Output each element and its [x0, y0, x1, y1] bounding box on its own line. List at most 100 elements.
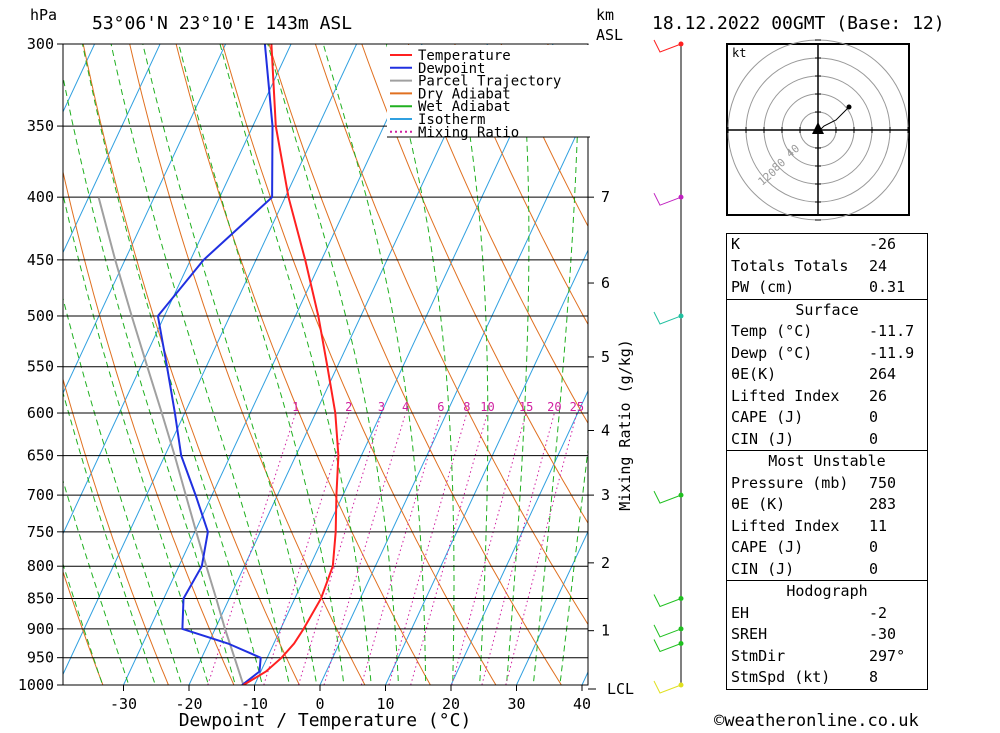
- isotherm-line: [384, 249, 588, 685]
- km-tick-label: 2: [601, 554, 610, 572]
- legend-label: Mixing Ratio: [418, 125, 519, 141]
- wet-adiabat-line: [267, 44, 400, 685]
- surface-title: Surface: [795, 300, 859, 319]
- stat-row: θE(K) 264: [731, 365, 897, 383]
- wet-adiabat-line: [63, 562, 104, 685]
- wet-adiabat-line: [63, 478, 130, 685]
- stat-row: StmSpd (kt) 8: [731, 668, 879, 686]
- pressure-unit-label: hPa: [30, 6, 57, 24]
- isotherm-line: [63, 44, 96, 113]
- stat-row: EH -2: [731, 603, 888, 622]
- stat-row: Temp (°C) -11.7: [731, 322, 915, 340]
- wet-adiabat-line: [532, 44, 580, 685]
- wind-barbs: [653, 39, 684, 694]
- pressure-tick-label: 950: [27, 649, 54, 667]
- wet-adiabat-line: [63, 296, 183, 685]
- mixing-ratio-line: [263, 412, 350, 685]
- pressure-tick-label: 350: [27, 117, 54, 135]
- stat-row: θE (K) 283: [731, 495, 897, 513]
- dry-adiabat-line: [129, 44, 366, 685]
- wind-barb: [653, 490, 682, 504]
- mixing-ratio-line: [298, 412, 382, 685]
- parcel-trajectory-line: [97, 196, 245, 685]
- temperature-line: [242, 44, 340, 685]
- dry-adiabat-line: [500, 44, 588, 228]
- pressure-tick-label: 900: [27, 620, 54, 638]
- km-label: km: [596, 6, 614, 24]
- temperature-tick-label: -20: [175, 695, 202, 713]
- stat-row: CIN (J) 0: [731, 429, 879, 448]
- wind-barb: [653, 639, 682, 653]
- temperature-tick-label: -10: [241, 695, 268, 713]
- hodograph-stats-box: Hodograph EH -2 SREH -30 StmDir 297° StmSpd…: [726, 580, 928, 690]
- pressure-tick-label: 800: [27, 557, 54, 575]
- temperature-tick-label: 40: [573, 695, 591, 713]
- wet-adiabat-line: [559, 445, 588, 685]
- location-title: 53°06'N 23°10'E 143m ASL: [92, 13, 352, 34]
- km-tick-label: 4: [601, 421, 610, 439]
- isotherm-line: [63, 44, 358, 676]
- wet-adiabat-line: [63, 192, 210, 685]
- wind-barb: [653, 192, 682, 206]
- pressure-tick-label: 600: [27, 404, 54, 422]
- copyright-footer: ©weatheronline.co.uk: [714, 711, 919, 731]
- plot-frame: [62, 43, 589, 686]
- isotherm-line: [63, 44, 161, 254]
- hodograph-unit-label: kt: [732, 46, 746, 60]
- km-tick-label: 3: [601, 486, 610, 504]
- stat-row: Pressure (mb) 750: [731, 473, 897, 492]
- mixing-ratio-line: [323, 412, 407, 685]
- stat-row: K -26: [731, 235, 897, 253]
- wind-barb: [653, 39, 682, 53]
- stat-row: CIN (J) 0: [731, 559, 879, 578]
- dry-adiabat-line: [991, 0, 1000, 711]
- pressure-tick-label: 700: [27, 486, 54, 504]
- mixing-ratio-label: 2: [345, 400, 352, 414]
- mixing-ratio-label: 25: [570, 400, 584, 414]
- isotherm-line: [0, 0, 9, 711]
- stat-row: StmDir 297°: [731, 646, 906, 665]
- temperature-tick-label: -30: [110, 695, 137, 713]
- mixing-ratio-label: 10: [480, 400, 494, 414]
- isotherm-line: [515, 530, 588, 685]
- pressure-tick-label: 550: [27, 358, 54, 376]
- dry-adiabat-line: [407, 44, 588, 425]
- legend-label: Dewpoint: [418, 61, 485, 77]
- lcl-label: LCL: [607, 680, 634, 698]
- mixing-ratio-label: 1: [292, 400, 299, 414]
- legend-label: Dry Adiabat: [418, 86, 511, 102]
- stat-row: PW (cm) 0.31: [731, 278, 906, 296]
- x-axis-title: Dewpoint / Temperature (°C): [179, 710, 472, 731]
- storm-motion-marker: [812, 122, 824, 134]
- legend-label: Temperature: [418, 48, 511, 64]
- pressure-tick-label: 850: [27, 589, 54, 607]
- stat-row: Lifted Index 26: [731, 386, 888, 405]
- mixing-ratio-label: 3: [378, 400, 385, 414]
- wet-adiabat-line: [219, 44, 372, 685]
- temperature-tick-label: 0: [315, 695, 324, 713]
- wind-barb: [653, 594, 682, 608]
- axis-labels: 3003504004505005506006507007508008509009…: [18, 35, 610, 713]
- km-tick-label: 5: [601, 348, 610, 366]
- pressure-tick-label: 500: [27, 307, 54, 325]
- legend-background: [387, 45, 590, 137]
- wet-adiabat-line: [505, 44, 530, 685]
- stat-row: CAPE (J) 0: [731, 538, 879, 556]
- dry-adiabat-line: [946, 0, 1000, 711]
- wet-adiabat-line: [81, 44, 263, 685]
- stat-row: SREH -30: [731, 625, 897, 643]
- hodograph-stats-title: Hodograph: [786, 582, 868, 600]
- temperature-tick-label: 30: [507, 695, 525, 713]
- asl-label: ASL: [596, 26, 623, 44]
- km-tick-label: 6: [601, 274, 610, 292]
- temperature-tick-label: 20: [442, 695, 460, 713]
- pressure-tick-label: 400: [27, 188, 54, 206]
- most-unstable-box: Most Unstable Pressure (mb) 750 θE (K) 283…: [726, 450, 928, 580]
- mixing-ratio-label: 20: [547, 400, 561, 414]
- pressure-tick-label: 300: [27, 35, 54, 53]
- mixing-ratio-label: 15: [519, 400, 533, 414]
- stat-row: Totals Totals 24: [731, 256, 888, 275]
